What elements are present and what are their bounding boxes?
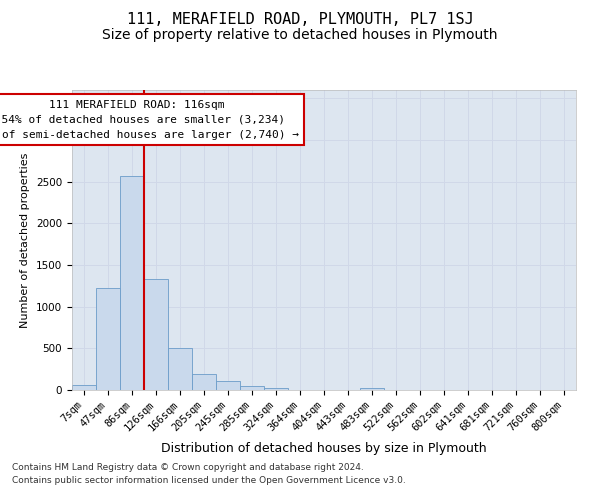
Bar — [72, 385, 96, 390]
Bar — [264, 388, 288, 390]
Text: Size of property relative to detached houses in Plymouth: Size of property relative to detached ho… — [102, 28, 498, 42]
Y-axis label: Number of detached properties: Number of detached properties — [20, 152, 31, 328]
Bar — [96, 288, 120, 390]
X-axis label: Distribution of detached houses by size in Plymouth: Distribution of detached houses by size … — [161, 442, 487, 454]
Bar — [144, 279, 168, 390]
Bar — [120, 176, 144, 390]
Bar — [360, 388, 384, 390]
Bar — [216, 381, 240, 390]
Text: 111 MERAFIELD ROAD: 116sqm
← 54% of detached houses are smaller (3,234)
46% of s: 111 MERAFIELD ROAD: 116sqm ← 54% of deta… — [0, 100, 299, 140]
Bar — [192, 374, 216, 390]
Text: 111, MERAFIELD ROAD, PLYMOUTH, PL7 1SJ: 111, MERAFIELD ROAD, PLYMOUTH, PL7 1SJ — [127, 12, 473, 28]
Text: Contains HM Land Registry data © Crown copyright and database right 2024.: Contains HM Land Registry data © Crown c… — [12, 464, 364, 472]
Bar — [168, 348, 192, 390]
Text: Contains public sector information licensed under the Open Government Licence v3: Contains public sector information licen… — [12, 476, 406, 485]
Bar — [240, 386, 264, 390]
